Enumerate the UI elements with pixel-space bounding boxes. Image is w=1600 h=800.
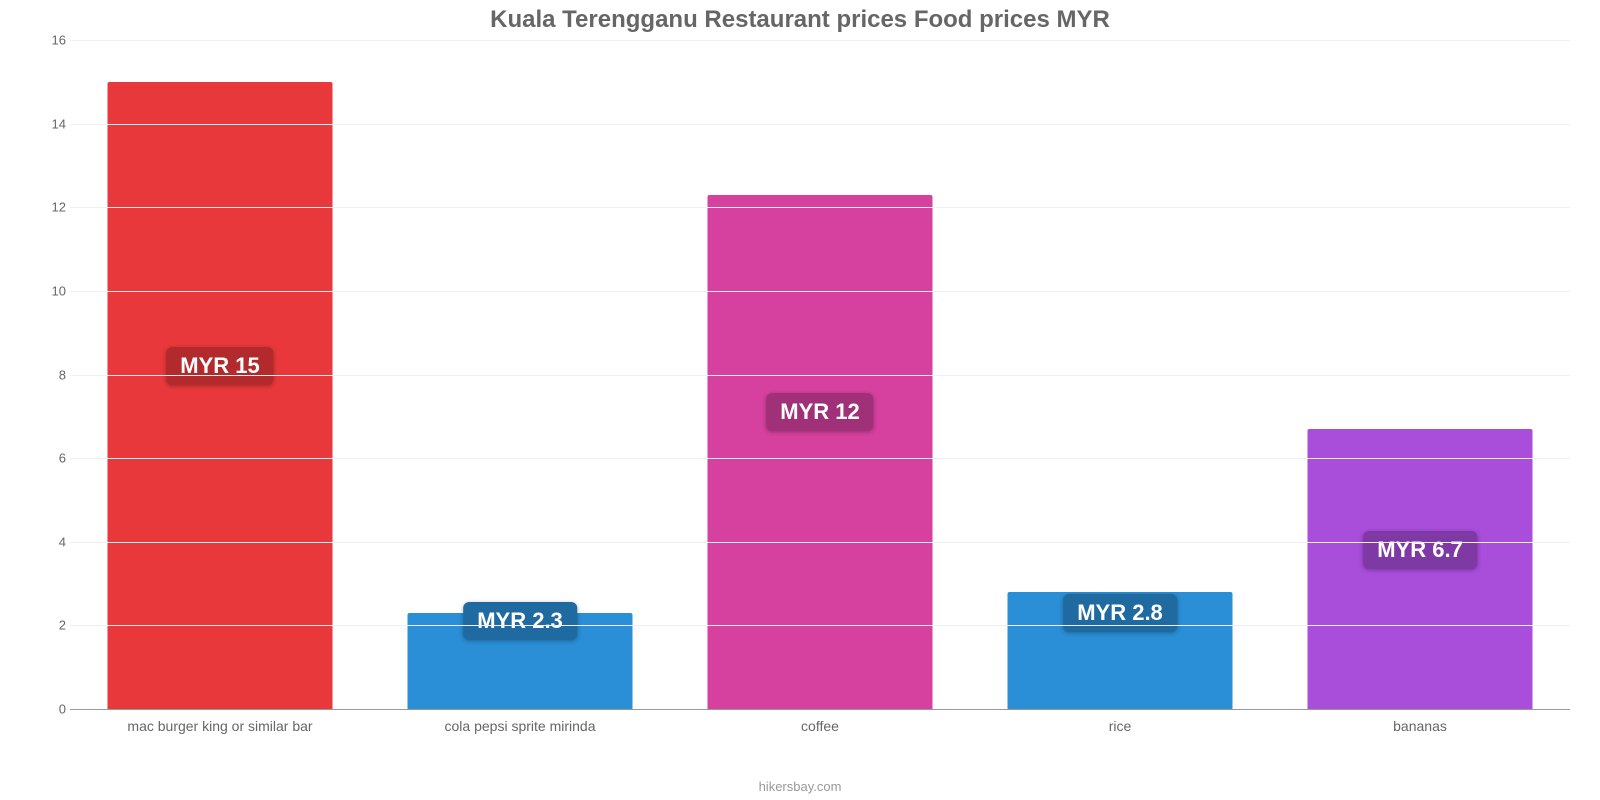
- plot-area: MYR 15MYR 2.3MYR 12MYR 2.8MYR 6.7 024681…: [70, 40, 1570, 710]
- y-tick-label: 12: [42, 200, 66, 215]
- bar: [708, 195, 933, 709]
- x-axis: mac burger king or similar barcola pepsi…: [70, 710, 1570, 740]
- y-tick-label: 16: [42, 33, 66, 48]
- x-tick-label: rice: [970, 710, 1270, 740]
- x-tick-label: coffee: [670, 710, 970, 740]
- bar-value-badge: MYR 2.3: [463, 602, 577, 640]
- gridline: [70, 291, 1570, 292]
- x-tick-label: cola pepsi sprite mirinda: [370, 710, 670, 740]
- gridline: [70, 458, 1570, 459]
- y-tick-label: 4: [42, 534, 66, 549]
- y-tick-label: 8: [42, 367, 66, 382]
- gridline: [70, 375, 1570, 376]
- gridline: [70, 625, 1570, 626]
- bar-value-badge: MYR 15: [166, 347, 273, 385]
- y-tick-label: 0: [42, 702, 66, 717]
- chart-title: Kuala Terengganu Restaurant prices Food …: [0, 0, 1600, 34]
- y-tick-label: 2: [42, 618, 66, 633]
- bar-value-badge: MYR 6.7: [1363, 531, 1477, 569]
- chart-container: MYR 15MYR 2.3MYR 12MYR 2.8MYR 6.7 024681…: [40, 40, 1570, 740]
- gridline: [70, 124, 1570, 125]
- bar-value-badge: MYR 12: [766, 393, 873, 431]
- y-tick-label: 14: [42, 116, 66, 131]
- x-tick-label: bananas: [1270, 710, 1570, 740]
- y-tick-label: 6: [42, 451, 66, 466]
- bar: [108, 82, 333, 709]
- attribution-text: hikersbay.com: [0, 779, 1600, 794]
- x-tick-label: mac burger king or similar bar: [70, 710, 370, 740]
- gridline: [70, 542, 1570, 543]
- y-tick-label: 10: [42, 283, 66, 298]
- gridline: [70, 207, 1570, 208]
- gridline: [70, 40, 1570, 41]
